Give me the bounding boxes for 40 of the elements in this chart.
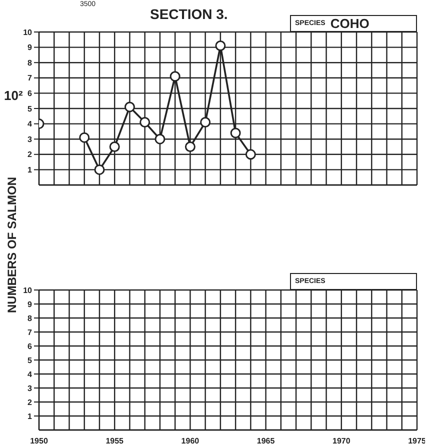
y-axis-title: NUMBERS OF SALMON (5, 177, 19, 313)
y-tick-label: 8 (28, 58, 33, 68)
y-tick-label: 9 (28, 300, 33, 309)
point (94, 164, 105, 175)
y-tick-label: 8 (28, 314, 33, 323)
x-tick-label: 1960 (181, 436, 200, 446)
point (245, 149, 256, 160)
chart-title: SECTION 3. (150, 6, 228, 22)
x-tick-label: 1965 (256, 436, 276, 446)
y-tick-label: 1 (28, 412, 33, 421)
y-tick-label: 3 (28, 384, 33, 393)
point (154, 134, 166, 144)
y-tick-label: 5 (28, 356, 33, 365)
x-tick-label: 1970 (332, 436, 351, 446)
y-tick-label: 5 (28, 104, 33, 114)
y-tick-label: 10 (23, 28, 33, 37)
y-tick-label: 2 (28, 398, 33, 407)
y-tick-label: 3 (28, 134, 33, 144)
point (200, 117, 211, 128)
point (230, 128, 241, 138)
point (109, 142, 120, 152)
point (170, 71, 180, 82)
point (124, 102, 135, 112)
point (79, 132, 90, 143)
x-tick-label: 1950 (30, 436, 48, 446)
y-tick-label: 1 (28, 166, 33, 175)
text: 10² (4, 88, 23, 103)
y-tick-label: 7 (28, 328, 33, 337)
y-tick-label: 9 (28, 43, 33, 52)
y-tick-label: 10 (23, 286, 33, 295)
point (140, 117, 150, 128)
x-tick-label: 1955 (106, 436, 124, 446)
y-tick-label: 2 (28, 150, 33, 160)
y-tick-label: 6 (28, 89, 33, 98)
y-tick-label: 4 (28, 120, 33, 129)
point (184, 142, 196, 152)
y-tick-label: 4 (28, 370, 33, 379)
point (215, 40, 226, 52)
y-tick-label: 6 (28, 342, 33, 351)
y-tick-label: 7 (28, 74, 33, 83)
